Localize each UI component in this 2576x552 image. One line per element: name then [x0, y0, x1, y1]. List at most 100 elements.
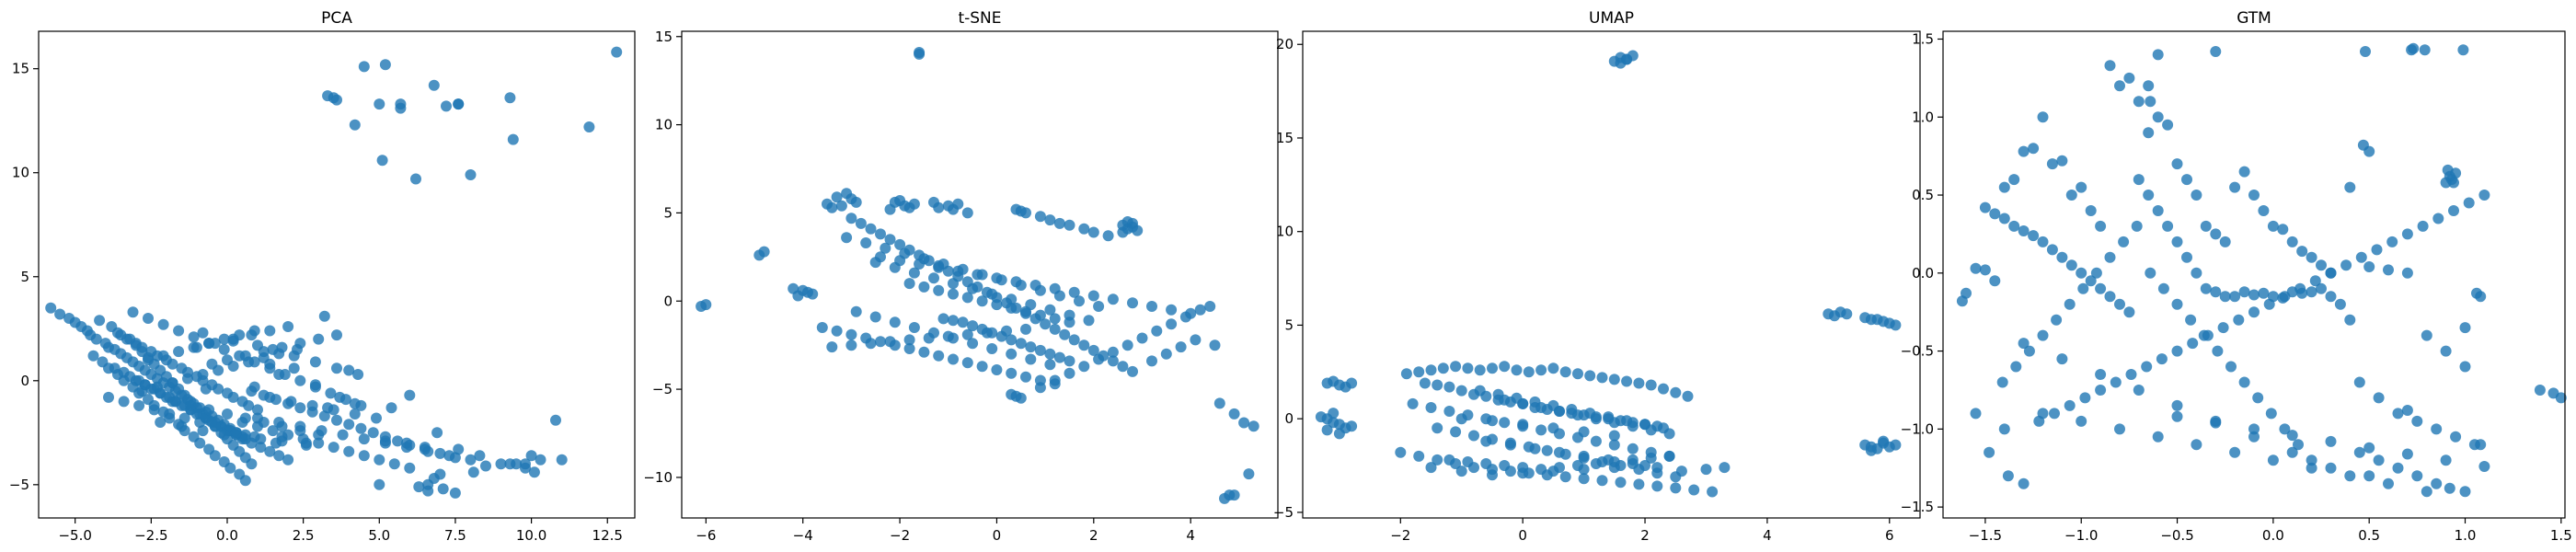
data-point	[130, 374, 142, 386]
data-point	[2383, 264, 2394, 276]
x-tick-label: 10.0	[516, 527, 546, 544]
data-point	[465, 454, 477, 466]
data-point	[2064, 399, 2076, 411]
data-point	[1663, 450, 1675, 462]
data-point	[2448, 205, 2459, 216]
data-point	[239, 350, 251, 362]
data-point	[1328, 408, 1340, 420]
data-point	[194, 417, 206, 428]
data-point	[1087, 290, 1099, 302]
data-point	[933, 261, 945, 273]
data-point	[1639, 460, 1650, 471]
data-point	[1020, 371, 1031, 383]
data-point	[2079, 392, 2091, 404]
data-point	[1608, 430, 1620, 442]
data-point	[2401, 228, 2413, 240]
data-point	[1499, 417, 1511, 429]
y-tick-label: 0	[1284, 410, 1294, 427]
data-point	[2363, 470, 2375, 482]
data-point	[1020, 323, 1031, 335]
data-point	[2334, 298, 2346, 310]
data-point	[2225, 361, 2237, 373]
data-point	[379, 437, 391, 449]
data-point	[2156, 353, 2168, 365]
data-point	[276, 420, 288, 432]
data-point	[358, 61, 370, 73]
data-point	[1006, 293, 1018, 305]
data-point	[2448, 177, 2459, 189]
data-point	[2421, 329, 2432, 341]
data-point	[2162, 119, 2174, 131]
data-point	[294, 425, 306, 437]
data-point	[918, 281, 930, 293]
data-point	[1670, 386, 1682, 398]
data-point	[267, 343, 279, 355]
data-point	[1590, 413, 1602, 425]
data-point	[218, 429, 230, 441]
data-point	[2171, 236, 2183, 247]
data-point	[1480, 435, 1492, 447]
data-point	[1554, 446, 1565, 458]
data-point	[349, 119, 361, 131]
data-point	[103, 391, 114, 403]
data-point	[1584, 370, 1596, 382]
data-point	[1074, 295, 1085, 307]
data-point	[222, 408, 233, 420]
data-point	[2440, 345, 2452, 357]
data-point	[2200, 282, 2212, 294]
data-point	[2233, 314, 2245, 326]
data-point	[1621, 53, 1633, 65]
y-tick-label: −10	[643, 469, 673, 486]
data-point	[961, 292, 973, 304]
data-point	[1006, 334, 1018, 346]
data-point	[258, 417, 270, 428]
data-point	[2475, 439, 2487, 451]
data-point	[1059, 328, 1071, 340]
data-point	[2143, 190, 2155, 201]
data-point	[1603, 454, 1615, 466]
data-point	[325, 387, 337, 399]
data-point	[227, 391, 239, 403]
data-point	[2212, 345, 2224, 357]
data-point	[474, 450, 486, 462]
data-points	[696, 47, 1259, 504]
data-point	[976, 295, 988, 307]
data-point	[1523, 366, 1535, 378]
data-point	[374, 478, 385, 490]
data-point	[1535, 364, 1547, 376]
data-point	[2431, 477, 2443, 489]
data-point	[374, 98, 385, 110]
data-point	[758, 246, 770, 258]
data-point	[200, 383, 212, 395]
data-point	[1707, 486, 1719, 498]
x-tick-label: 7.5	[444, 527, 466, 544]
data-point	[313, 429, 325, 441]
data-point	[2037, 408, 2049, 420]
data-point	[1346, 420, 1358, 432]
data-point	[45, 302, 57, 314]
data-point	[2279, 291, 2291, 303]
data-point	[1407, 397, 1419, 409]
x-tick-label: 0.0	[2262, 527, 2284, 544]
data-point	[976, 323, 988, 335]
data-point	[1608, 417, 1620, 429]
data-point	[2152, 431, 2164, 443]
data-point	[437, 483, 449, 495]
data-point	[2210, 286, 2222, 298]
data-point	[2123, 72, 2135, 84]
data-point	[1504, 439, 1516, 451]
data-point	[1425, 402, 1437, 413]
data-point	[434, 447, 446, 459]
data-point	[1517, 397, 1529, 409]
y-tick-label: 10	[1276, 224, 1294, 240]
data-point	[1034, 211, 1046, 223]
data-point	[2095, 385, 2107, 396]
data-point	[1053, 217, 1065, 229]
data-point	[255, 442, 267, 454]
data-point	[2229, 291, 2241, 303]
data-point	[2457, 44, 2469, 56]
data-point	[1034, 374, 1046, 386]
data-point	[282, 321, 294, 332]
data-point	[2421, 486, 2432, 498]
data-point	[2309, 275, 2321, 287]
